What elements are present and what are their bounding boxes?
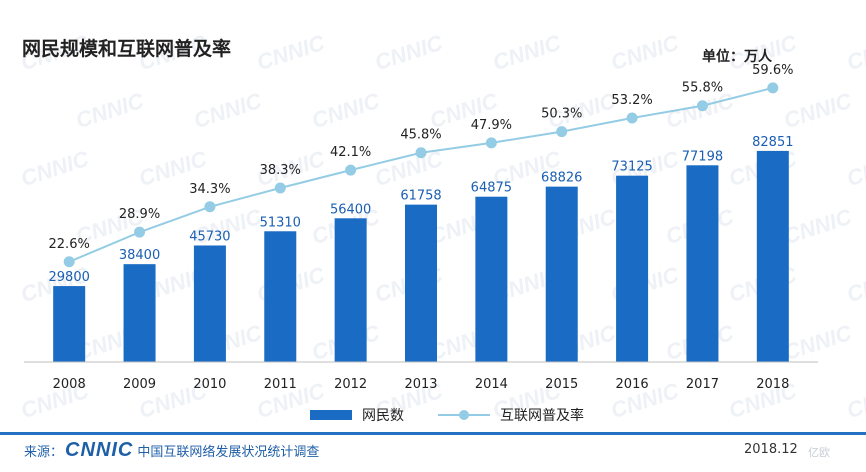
bar-value-label: 38400 — [119, 248, 160, 263]
bar-value-label: 73125 — [611, 160, 652, 175]
bar-value-label: 68826 — [541, 171, 582, 186]
x-tick-label: 2010 — [193, 377, 226, 392]
bar-2008 — [53, 286, 86, 362]
bar-2009 — [123, 264, 156, 362]
rate-point-2013 — [415, 147, 427, 159]
legend-bar-swatch — [310, 410, 352, 420]
bar-2017 — [686, 165, 719, 362]
chart-plot: 2008 2009 2010 2011 2012 2013 2014 2015 2016 2017… — [24, 63, 818, 392]
bar-2016 — [616, 175, 649, 362]
rate-point-2008 — [63, 256, 75, 268]
x-tick-label: 2016 — [616, 377, 649, 392]
bar-2011 — [264, 231, 297, 362]
legend-label-bar: 网民数 — [362, 408, 404, 424]
x-tick-label: 2009 — [123, 377, 156, 392]
x-tick-label: 2012 — [334, 377, 367, 392]
x-tick-label: 2015 — [545, 377, 578, 392]
legend-label-line: 互联网普及率 — [500, 408, 584, 424]
bar-2018 — [756, 150, 789, 362]
bar-value-label: 77198 — [682, 149, 723, 164]
bar-value-label: 64875 — [471, 181, 512, 196]
rate-point-2012 — [345, 164, 357, 176]
source-org: 中国互联网络发展状况统计调查 — [137, 445, 320, 460]
footer-date: 2018.12 — [744, 442, 798, 457]
cnnic-logo: CNNIC — [65, 439, 134, 461]
legend: 网民数 互联网普及率 — [310, 405, 618, 425]
rate-value-label: 42.1% — [330, 145, 371, 160]
bar-value-label: 56400 — [330, 202, 371, 217]
corner-watermark: 亿欧 — [808, 446, 830, 459]
footer-source: 来源： CNNIC 中国互联网络发展状况统计调查 — [24, 439, 319, 462]
rate-value-label: 47.9% — [471, 118, 512, 133]
rate-point-2010 — [204, 201, 216, 213]
rate-point-2017 — [696, 100, 708, 112]
rate-value-label: 55.8% — [682, 81, 723, 96]
rate-point-2009 — [134, 226, 146, 238]
x-tick-label: 2017 — [686, 377, 719, 392]
bar-2014 — [475, 196, 508, 362]
rate-value-label: 28.9% — [119, 207, 160, 222]
legend-item-bar: 网民数 — [310, 405, 404, 425]
rate-point-2015 — [556, 126, 568, 138]
x-tick-label: 2018 — [756, 377, 789, 392]
rate-value-label: 38.3% — [260, 163, 301, 178]
rate-point-2014 — [485, 137, 497, 149]
rate-point-2018 — [767, 82, 779, 94]
rate-value-label: 34.3% — [189, 182, 230, 197]
rate-value-label: 59.6% — [752, 63, 793, 78]
x-tick-label: 2008 — [53, 377, 86, 392]
bar-value-label: 61758 — [400, 189, 441, 204]
chart-title: 网民规模和互联网普及率 — [22, 38, 232, 60]
bar-value-label: 45730 — [189, 229, 230, 244]
bar-value-label: 29800 — [49, 270, 90, 285]
rate-value-label: 45.8% — [400, 128, 441, 143]
bar-value-label: 82851 — [752, 135, 793, 150]
bar-2015 — [545, 186, 578, 362]
x-tick-label: 2013 — [404, 377, 437, 392]
x-tick-label: 2014 — [475, 377, 508, 392]
rate-point-2011 — [274, 182, 286, 194]
x-tick-label: 2011 — [264, 377, 297, 392]
legend-line-swatch — [438, 409, 490, 421]
bar-2012 — [334, 218, 367, 362]
bar-2013 — [405, 204, 437, 362]
rate-value-label: 50.3% — [541, 107, 582, 122]
unit-label: 单位：万人 — [702, 49, 772, 65]
bar-2010 — [193, 245, 226, 362]
rate-value-label: 22.6% — [49, 237, 90, 252]
bar-value-label: 51310 — [260, 215, 301, 230]
source-prefix: 来源： — [24, 445, 64, 460]
legend-item-line: 互联网普及率 — [438, 405, 584, 425]
footer-divider — [0, 432, 866, 435]
rate-point-2016 — [626, 112, 638, 124]
rate-value-label: 53.2% — [611, 93, 652, 108]
